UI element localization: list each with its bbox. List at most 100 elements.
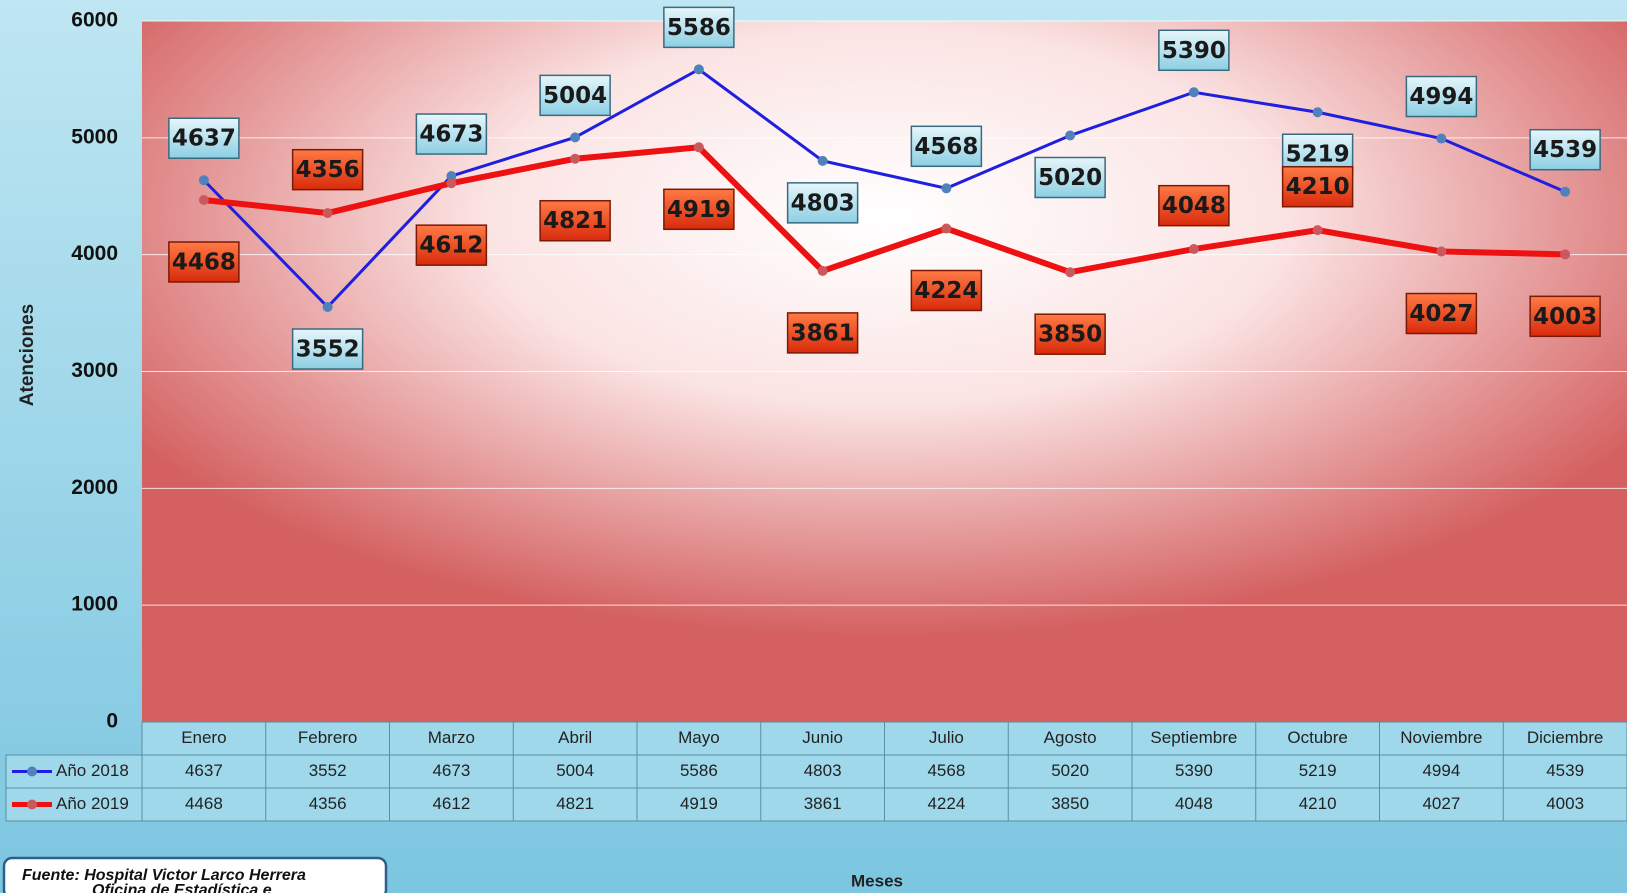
data-label-box: [1405, 75, 1478, 118]
data-label-box: [1158, 184, 1230, 227]
y-tick-label: 4000: [71, 242, 118, 265]
data-point: [1188, 244, 1199, 255]
data-point: [1065, 130, 1076, 141]
table-cell: 4673: [432, 761, 470, 780]
data-label: 5004: [543, 83, 607, 109]
data-point: [1312, 107, 1323, 118]
table-cell: 4612: [432, 794, 470, 813]
data-label: 4673: [419, 122, 483, 148]
data-point: [446, 178, 457, 189]
data-label-box: [910, 125, 983, 168]
legend-label: Año 2019: [56, 794, 129, 813]
data-label-box: [1034, 313, 1106, 355]
data-label-box: [786, 182, 859, 224]
table-cell: 5219: [1299, 761, 1337, 780]
data-label: 3850: [1038, 322, 1102, 348]
data-label-box: [1405, 292, 1478, 335]
source-text: Fuente: Hospital Victor Larco Herrera: [22, 867, 306, 884]
x-tick-label: Mayo: [678, 728, 720, 747]
data-point: [198, 194, 209, 205]
data-point: [693, 64, 704, 75]
data-label: 4821: [543, 208, 607, 234]
data-point: [570, 132, 581, 143]
y-axis-label: Atenciones: [17, 304, 38, 406]
table-cell: 4048: [1175, 794, 1213, 813]
table-cell: 4919: [680, 794, 718, 813]
x-tick-label: Septiembre: [1150, 728, 1237, 747]
series-line: [203, 144, 1566, 276]
data-label: 3552: [296, 337, 360, 363]
data-label-box: [415, 224, 488, 266]
x-tick-label: Octubre: [1287, 728, 1347, 747]
series-line: [202, 67, 1566, 310]
data-point: [817, 265, 828, 276]
table-cell: 4539: [1546, 761, 1584, 780]
data-label: 4027: [1409, 301, 1473, 327]
data-label-box: [910, 269, 983, 312]
data-label-box: [539, 74, 611, 117]
x-tick-label: Junio: [802, 728, 843, 747]
data-point: [446, 171, 457, 182]
data-label: 4356: [296, 157, 360, 183]
data-label-box: [1529, 295, 1601, 338]
data-label-box: [168, 117, 240, 159]
table-row: [5, 787, 1627, 822]
data-label: 3861: [791, 320, 855, 346]
data-point: [198, 175, 209, 186]
table-cell: 4994: [1422, 761, 1460, 780]
data-label: 4224: [914, 278, 978, 304]
legend-label: Año 2018: [56, 761, 129, 780]
table-cell: 5004: [556, 761, 594, 780]
data-label-box: [168, 241, 240, 283]
data-label: 4048: [1162, 193, 1226, 219]
x-tick-label: Marzo: [428, 728, 475, 747]
data-label: 4637: [172, 126, 236, 152]
y-tick-label: 5000: [71, 125, 118, 148]
data-point: [322, 208, 333, 219]
table-cell: 3861: [804, 794, 842, 813]
x-axis-label: Meses: [851, 871, 903, 890]
legend-marker: [27, 766, 37, 777]
table-cell: 4821: [556, 794, 594, 813]
data-point: [941, 223, 952, 234]
data-label-box: [1158, 29, 1230, 72]
x-tick-label: Febrero: [298, 728, 358, 747]
data-label: 5219: [1286, 142, 1350, 168]
data-point: [817, 155, 828, 166]
data-point: [322, 302, 333, 313]
table-cell: 4637: [185, 761, 223, 780]
x-tick-label: Noviembre: [1400, 728, 1482, 747]
table-cell: 4568: [927, 761, 965, 780]
data-label: 4468: [172, 249, 236, 275]
data-label-box: [663, 188, 735, 231]
table-cell: 4210: [1299, 794, 1337, 813]
table-cell: 3850: [1051, 794, 1089, 813]
x-tick-label: Abril: [558, 728, 592, 747]
data-point: [1188, 87, 1199, 98]
table-cell: 4224: [927, 794, 965, 813]
data-point: [1436, 246, 1447, 257]
data-point: [1312, 225, 1323, 236]
x-tick-label: Julio: [929, 728, 964, 747]
source-text: Oficina de Estadística e: [92, 882, 272, 893]
y-tick-label: 1000: [71, 593, 118, 616]
legend-marker: [27, 799, 37, 810]
x-tick-label: Agosto: [1044, 728, 1097, 747]
data-label: 4919: [667, 197, 731, 223]
data-label: 4612: [419, 233, 483, 259]
data-label: 4568: [914, 134, 978, 160]
table-cell: 5586: [680, 761, 718, 780]
y-tick-label: 0: [106, 710, 118, 733]
table-row: [5, 754, 1627, 789]
data-label: 5020: [1038, 165, 1102, 191]
x-tick-label: Enero: [181, 728, 226, 747]
data-label-box: [1034, 156, 1106, 199]
data-label-box: [291, 328, 364, 370]
data-label: 4994: [1409, 84, 1473, 110]
data-point: [693, 142, 704, 153]
data-point: [1065, 267, 1076, 278]
table-cell: 4356: [309, 794, 347, 813]
table-cell: 4468: [185, 794, 223, 813]
table-cell: 4003: [1546, 794, 1584, 813]
